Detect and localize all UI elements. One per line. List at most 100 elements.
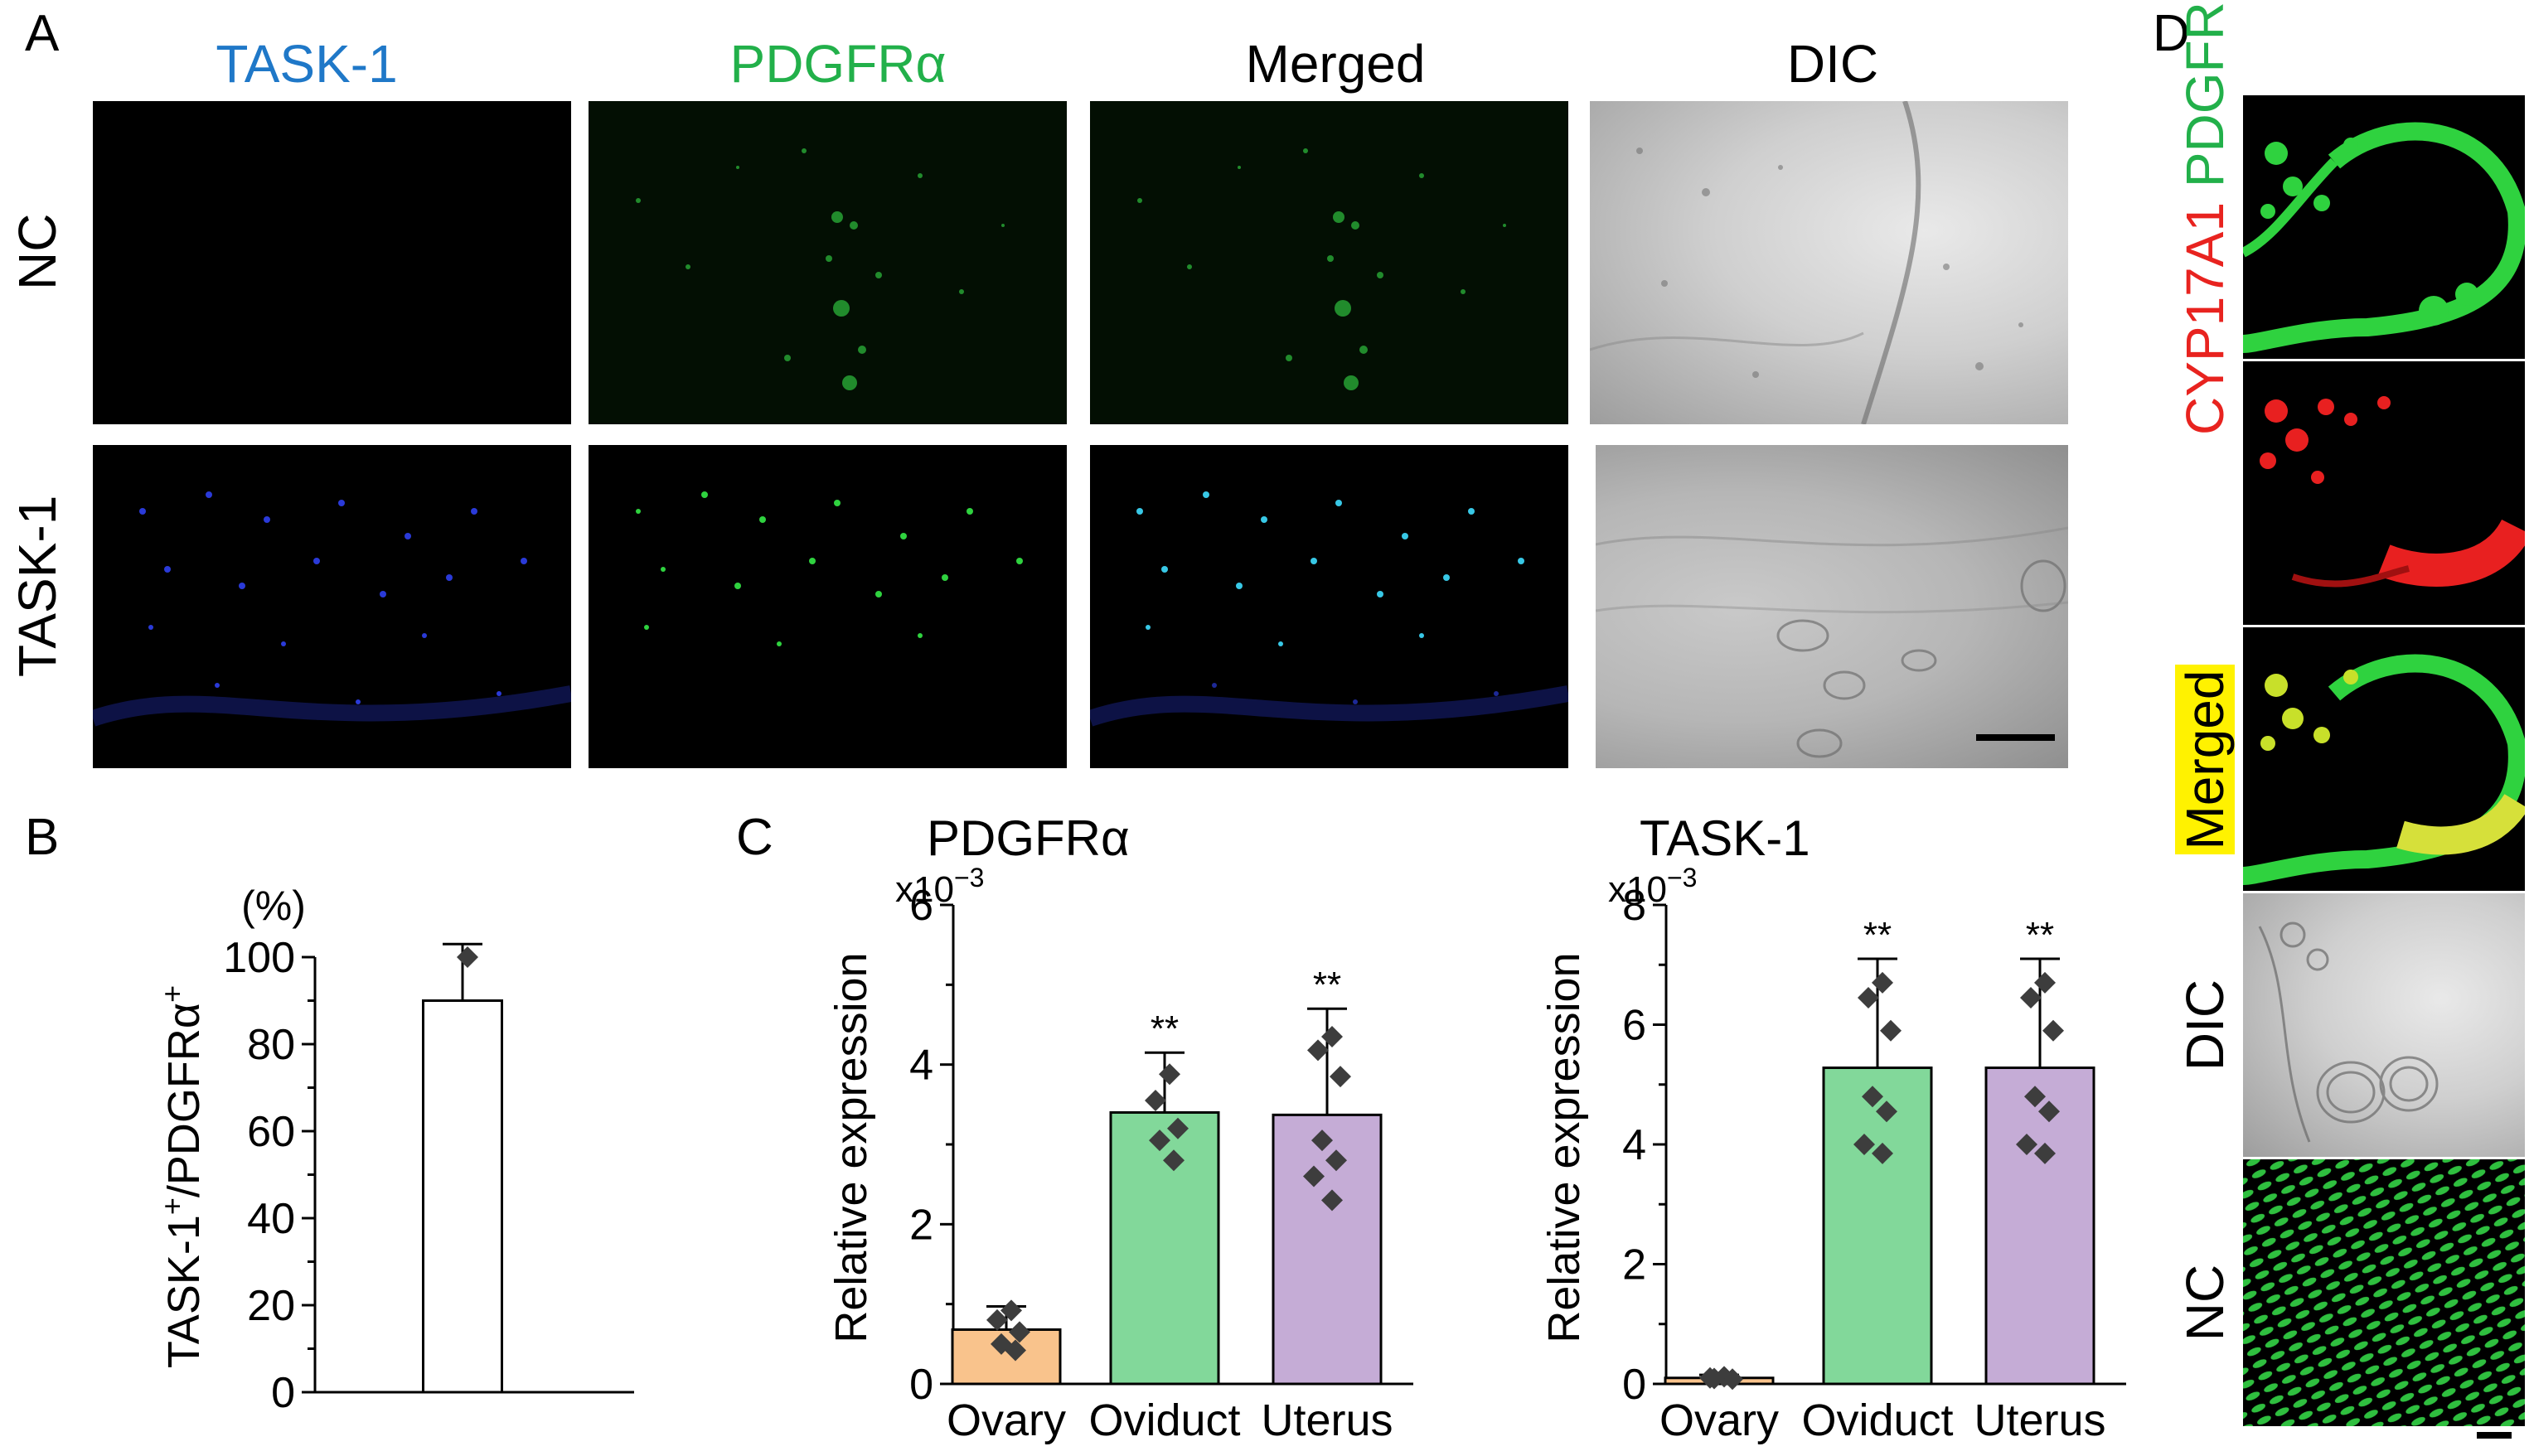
- micrograph-d-cyp17a1: [2243, 361, 2525, 625]
- data-point: [1872, 971, 1893, 994]
- header-merged: Merged: [1245, 34, 1426, 94]
- data-point: [1722, 1368, 1743, 1391]
- y-tick-label: 4: [909, 1042, 933, 1090]
- significance-label: **: [2026, 915, 2054, 955]
- y-axis-label: TASK-1+/PDGFRα+: [155, 985, 210, 1368]
- data-point: [1149, 1129, 1170, 1152]
- y-tick-label: 40: [247, 1195, 295, 1243]
- micrograph-task1-task1: [93, 445, 571, 768]
- micrograph-nc-pdgfra: [589, 101, 1067, 424]
- label-d-stain-green: PDGFRα: [2175, 0, 2235, 202]
- x-tick-label: Ovary: [947, 1396, 1066, 1445]
- label-d-merged-text: Merged: [2175, 665, 2235, 855]
- data-point: [2042, 1019, 2064, 1042]
- y-axis-label: Relative expression: [1539, 952, 1589, 1342]
- data-point: [1005, 1339, 1026, 1362]
- data-point: [1321, 1189, 1343, 1212]
- scale-bar-a: [1976, 734, 2055, 741]
- x-tick-label: Uterus: [1974, 1396, 2105, 1445]
- data-point: [1325, 1149, 1347, 1172]
- data-point: [1167, 1117, 1189, 1139]
- data-point: [457, 946, 478, 968]
- micrograph-task1-dic: [1596, 445, 2068, 768]
- data-point: [1703, 1367, 1725, 1390]
- y-unit-label: (%): [241, 883, 306, 929]
- micrograph-d-pdgfra: [2243, 95, 2525, 359]
- data-point: [1853, 1134, 1875, 1155]
- chart-b: 0 20 40 60 80 100 TASK-1+/PDGFRα+ (%): [155, 883, 634, 1417]
- data-point: [1000, 1299, 1022, 1322]
- y-axis-label: Relative expression: [826, 952, 876, 1342]
- y-tick-label: 4: [1622, 1121, 1646, 1169]
- chart-c-left: 0 2 4 6 Ovary ** Oviduct ** Uterus Relative expre…: [826, 810, 1413, 1445]
- data-point: [1307, 1039, 1329, 1062]
- y-tick-label: 2: [909, 1201, 933, 1249]
- multiplier-label: x10−3: [1608, 863, 1697, 910]
- row-label-nc: NC: [7, 213, 67, 290]
- y-tick-label: 20: [247, 1282, 295, 1330]
- panel-label-d: D: [2153, 5, 2190, 62]
- label-d-stain: CYP17A1 PDGFRα: [2175, 0, 2235, 435]
- header-task1: TASK-1: [216, 34, 398, 94]
- y-tick-label: 60: [247, 1108, 295, 1156]
- micrograph-d-nc: [2243, 1159, 2525, 1426]
- label-d-nc: NC: [2175, 1264, 2235, 1342]
- panel-label-b: B: [25, 809, 60, 866]
- micrograph-d-merged: [2243, 627, 2525, 891]
- panel-label-c: C: [736, 809, 773, 866]
- x-tick-label: Uterus: [1261, 1396, 1393, 1445]
- bar: [951, 1328, 1062, 1386]
- y-tick-label: 0: [909, 1361, 933, 1409]
- y-tick-label: 0: [271, 1369, 295, 1417]
- bar: [1822, 1067, 1933, 1386]
- bar: [1984, 1067, 2095, 1386]
- significance-label: **: [1863, 915, 1892, 955]
- y-tick-label: 6: [1622, 1002, 1646, 1050]
- micrograph-nc-task1: [93, 101, 571, 424]
- significance-label: **: [1151, 1009, 1179, 1049]
- micrograph-nc-dic: [1590, 101, 2068, 424]
- data-point: [2038, 1100, 2060, 1123]
- x-tick-label: Oviduct: [1801, 1396, 1953, 1445]
- significance-label: **: [1313, 965, 1341, 1005]
- y-tick-label: 0: [1622, 1361, 1646, 1409]
- y-tick-label: 100: [223, 934, 295, 982]
- data-point: [1880, 1019, 1902, 1042]
- micrograph-task1-merged: [1090, 445, 1568, 768]
- header-pdgfra: PDGFRα: [729, 34, 947, 94]
- row-label-task1: TASK-1: [7, 495, 67, 677]
- x-tick-label: Ovary: [1659, 1396, 1779, 1445]
- micrograph-task1-pdgfra: [589, 445, 1067, 768]
- data-point: [986, 1308, 1008, 1331]
- data-point: [1159, 1063, 1180, 1086]
- data-point: [2016, 1134, 2037, 1155]
- data-point: [1009, 1321, 1030, 1343]
- scale-bar-d: [2477, 1432, 2512, 1439]
- header-dic: DIC: [1786, 34, 1879, 94]
- chart-title: PDGFRα: [927, 810, 1130, 866]
- data-point: [1872, 1142, 1893, 1164]
- bar: [1109, 1110, 1220, 1386]
- multiplier-label: x10−3: [895, 863, 984, 910]
- data-point: [1321, 1025, 1343, 1047]
- data-point: [2024, 1086, 2046, 1108]
- data-point: [1303, 1165, 1325, 1188]
- micrograph-nc-merged: [1090, 101, 1568, 424]
- bar: [422, 999, 503, 1394]
- data-point: [1163, 1149, 1185, 1172]
- y-tick-label: 8: [1622, 882, 1646, 930]
- data-point: [1858, 986, 1879, 1009]
- data-point: [1876, 1100, 1897, 1123]
- data-point: [2034, 971, 2056, 994]
- chart-title: TASK-1: [1640, 810, 1810, 866]
- y-tick-label: 6: [909, 882, 933, 930]
- label-d-merged: Merged: [2175, 636, 2235, 884]
- data-point: [1145, 1090, 1166, 1112]
- micrograph-d-dic: [2243, 893, 2525, 1157]
- panel-label-a: A: [25, 5, 60, 62]
- bar: [1272, 1113, 1383, 1386]
- data-point: [2020, 986, 2042, 1009]
- label-d-dic: DIC: [2175, 979, 2235, 1071]
- data-point: [1862, 1086, 1883, 1108]
